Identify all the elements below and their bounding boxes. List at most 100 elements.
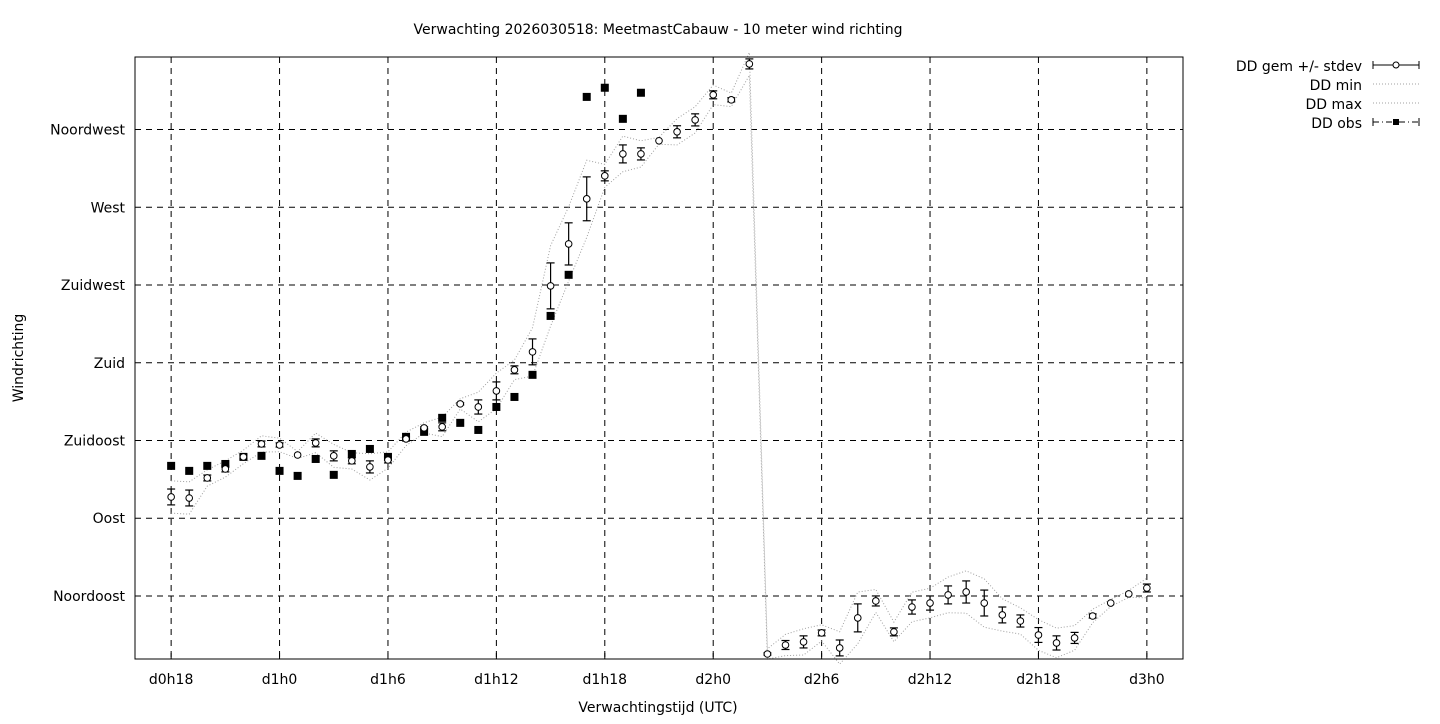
- mean-point: [456, 400, 465, 408]
- mean-point: [366, 463, 374, 471]
- axis-ticks: d0h18 d1h0 d1h6 d1h12 d1h18 d2h0 d2h6 d2h12 d2h1…: [50, 123, 1165, 688]
- mean-point: [853, 614, 862, 622]
- mean-point: [637, 150, 645, 158]
- mean-point: [1016, 617, 1025, 625]
- obs-point: [221, 459, 230, 468]
- mean-point: [1124, 590, 1133, 598]
- mean-point: [402, 435, 410, 443]
- mean-point: [619, 150, 627, 158]
- mean-point: [980, 599, 989, 607]
- x-tick-label: d1h12: [474, 672, 518, 688]
- mean-point: [1143, 584, 1151, 592]
- mean-point: [492, 387, 501, 395]
- mean-point: [474, 403, 483, 411]
- mean-point: [203, 474, 212, 482]
- mean-point: [673, 127, 681, 136]
- obs-point: [185, 466, 194, 475]
- obs-point: [474, 425, 483, 434]
- obs-point: [275, 466, 284, 475]
- x-tick-label: d1h18: [583, 672, 627, 688]
- mean-point: [926, 599, 934, 607]
- chart-title: Verwachting 2026030518: MeetmastCabauw -…: [414, 22, 903, 38]
- mean-point: [709, 91, 718, 99]
- grid: [135, 57, 1183, 659]
- y-axis-label: Windrichting: [11, 314, 27, 403]
- x-tick-label: d0h18: [149, 672, 193, 688]
- mean-point: [763, 650, 772, 658]
- mean-point: [582, 195, 591, 203]
- mean-point: [438, 423, 446, 431]
- mean-point: [546, 282, 555, 290]
- dd-max-line: [171, 52, 1148, 650]
- mean-point: [998, 611, 1007, 619]
- x-tick-label: d2h18: [1016, 672, 1060, 688]
- obs-points: [167, 83, 645, 480]
- dd-min-line: [171, 73, 1147, 665]
- legend-label-min: DD min: [1310, 78, 1362, 94]
- mean-point: [167, 493, 175, 501]
- obs-point: [510, 392, 519, 401]
- mean-point: [1106, 599, 1115, 607]
- obs-point: [600, 83, 609, 92]
- mean-point: [564, 240, 573, 248]
- mean-points: [167, 60, 1151, 658]
- mean-point: [311, 439, 320, 447]
- mean-point: [275, 441, 284, 449]
- legend-swatch-mean: [1372, 61, 1420, 69]
- obs-point: [347, 449, 356, 458]
- mean-point: [600, 172, 609, 180]
- error-bars: [167, 58, 1151, 657]
- legend-swatch-obs: [1372, 118, 1420, 126]
- x-tick-label: d2h6: [804, 672, 840, 688]
- obs-point: [618, 114, 627, 123]
- mean-point: [781, 641, 790, 649]
- mean-point: [872, 597, 880, 605]
- obs-point: [311, 454, 320, 463]
- obs-point: [582, 92, 591, 101]
- y-tick-label: West: [91, 200, 126, 216]
- obs-point: [365, 444, 374, 453]
- mean-point: [799, 638, 808, 646]
- mean-point: [384, 456, 392, 464]
- x-tick-label: d1h6: [370, 672, 406, 688]
- mean-point: [329, 452, 338, 460]
- mean-point: [691, 116, 699, 124]
- y-tick-label: Zuidwest: [61, 278, 126, 294]
- y-tick-label: Noordoost: [53, 589, 125, 605]
- obs-point: [438, 413, 447, 422]
- x-tick-label: d1h0: [262, 672, 298, 688]
- mean-point: [727, 96, 736, 104]
- obs-point: [203, 461, 212, 470]
- legend: DD gem +/- stdev DD min DD max DD obs: [1236, 59, 1420, 132]
- mean-point: [655, 136, 663, 145]
- mean-point: [510, 366, 519, 374]
- mean-point: [1070, 634, 1079, 642]
- x-tick-label: d2h0: [695, 672, 731, 688]
- mean-point: [1052, 639, 1061, 647]
- mean-point: [257, 440, 266, 448]
- obs-point: [636, 88, 645, 97]
- obs-point: [293, 471, 302, 480]
- mean-point: [1034, 631, 1043, 639]
- mean-point: [420, 424, 428, 432]
- obs-point: [257, 451, 266, 460]
- obs-point: [167, 461, 176, 470]
- y-tick-label: Zuidoost: [64, 433, 126, 449]
- y-tick-label: Zuid: [94, 356, 125, 372]
- x-tick-label: d3h0: [1129, 672, 1165, 688]
- mean-point: [221, 465, 230, 473]
- legend-label-max: DD max: [1305, 97, 1362, 113]
- mean-point: [293, 451, 302, 459]
- y-tick-label: Noordwest: [50, 123, 125, 139]
- obs-point: [546, 311, 555, 320]
- y-tick-label: Oost: [93, 511, 126, 527]
- x-axis-label: Verwachtingstijd (UTC): [578, 700, 737, 716]
- obs-point: [329, 470, 338, 479]
- obs-point: [456, 418, 465, 427]
- obs-point: [528, 370, 537, 379]
- mean-point: [962, 588, 970, 596]
- mean-point: [944, 591, 952, 599]
- x-tick-label: d2h12: [908, 672, 952, 688]
- mean-point: [348, 457, 356, 465]
